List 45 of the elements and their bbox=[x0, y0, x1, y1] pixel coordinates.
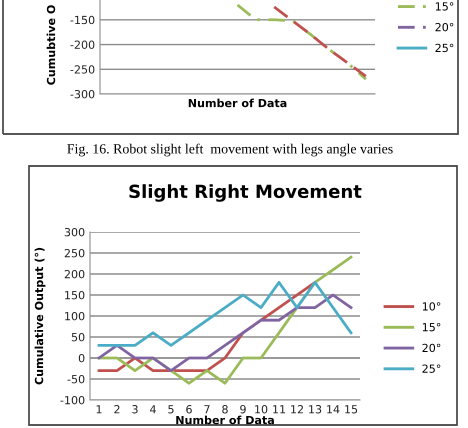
y-tick-label: -50 bbox=[68, 374, 84, 384]
line-series bbox=[98, 294, 352, 372]
line-series bbox=[236, 4, 368, 81]
y-tick-label: 150 bbox=[65, 290, 84, 300]
legend-label: 15° bbox=[422, 322, 440, 332]
legend-label: 20° bbox=[422, 344, 440, 352]
x-tick-label: 10 bbox=[255, 405, 268, 414]
x-tick-label: 11 bbox=[273, 405, 286, 414]
legend-label: 25° bbox=[435, 44, 454, 52]
caption: Fig. 16. Robot slight left movement with legs angle varies bbox=[67, 144, 393, 156]
x-tick-label: 14 bbox=[327, 405, 340, 414]
y-tick-label: -300 bbox=[70, 90, 94, 98]
legend-label: 20° bbox=[435, 22, 454, 32]
y-tick-label: 200 bbox=[64, 270, 84, 278]
legend-label: 10° bbox=[422, 302, 440, 311]
y-tick-label: -150 bbox=[70, 16, 94, 24]
x-axis-title: Number of Data bbox=[176, 416, 274, 424]
line-series bbox=[98, 281, 352, 347]
x-tick-label: 9 bbox=[240, 405, 246, 414]
y-tick-label: 300 bbox=[64, 228, 84, 236]
legend-label: 25° bbox=[422, 364, 440, 373]
chart-title: Slight Right Movement bbox=[129, 184, 362, 202]
y-tick-label: -100 bbox=[60, 396, 84, 404]
y-axis-title: Cumulative Output (°) bbox=[34, 248, 46, 384]
y-tick-label: -250 bbox=[70, 65, 94, 74]
x-axis-title: Number of Data bbox=[188, 98, 286, 108]
x-tick-label: 1 bbox=[96, 405, 102, 414]
y-tick-label: 100 bbox=[65, 312, 84, 320]
x-tick-label: 2 bbox=[114, 405, 120, 414]
x-tick-label: 4 bbox=[150, 405, 156, 414]
y-tick-label: 50 bbox=[72, 332, 84, 342]
x-tick-label: 8 bbox=[222, 405, 228, 414]
y-tick-label: -200 bbox=[70, 40, 94, 49]
y-axis-title: Cumubtive O bbox=[46, 5, 56, 85]
y-tick-label: 0 bbox=[78, 354, 84, 362]
x-tick-label: 12 bbox=[291, 405, 303, 414]
y-tick-label: 250 bbox=[64, 248, 84, 258]
x-tick-label: 7 bbox=[204, 405, 210, 414]
x-tick-label: 5 bbox=[168, 405, 174, 414]
x-tick-label: 15 bbox=[345, 405, 358, 414]
line-series bbox=[272, 6, 368, 78]
x-tick-label: 3 bbox=[132, 405, 138, 414]
legend-label: 15° bbox=[436, 2, 454, 11]
x-tick-label: 13 bbox=[309, 405, 322, 414]
x-tick-label: 6 bbox=[186, 405, 192, 414]
